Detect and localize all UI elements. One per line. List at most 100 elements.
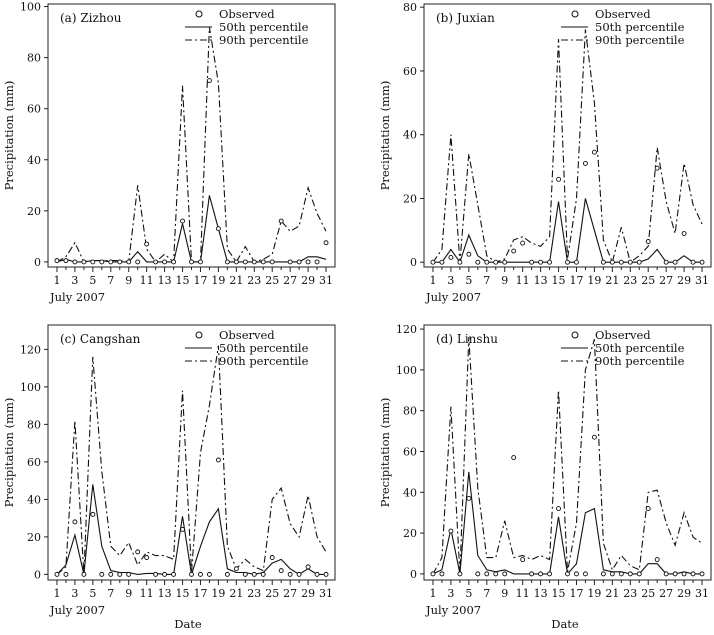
observed-point [484, 259, 490, 265]
x-tick-label: 21 [605, 587, 619, 600]
observed-point [287, 259, 293, 265]
observed-point [251, 571, 257, 577]
panel-title: (a) Zizhou [60, 11, 122, 25]
x-axis-month-label: July 2007 [49, 290, 105, 304]
observed-point [636, 259, 642, 265]
observed-point [198, 571, 203, 577]
x-tick-label: 9 [501, 587, 508, 600]
observed-point [430, 571, 436, 577]
x-tick-label: 29 [301, 274, 315, 287]
observed-point [206, 78, 212, 84]
legend-90th-label: 90th percentile [595, 33, 685, 47]
x-tick-label: 13 [534, 274, 548, 287]
observed-point [690, 259, 696, 265]
x-tick-label: 25 [641, 274, 655, 287]
observed-point [538, 571, 544, 577]
x-tick-label: 7 [483, 274, 490, 287]
x-tick-label: 25 [265, 274, 279, 287]
observed-point [466, 251, 472, 257]
x-tick-label: 27 [283, 274, 297, 287]
observed-point [538, 259, 544, 265]
x-tick-label: 3 [71, 274, 78, 287]
observed-point [591, 149, 597, 155]
observed-point [117, 259, 123, 265]
observed-point [180, 218, 185, 224]
observed-point [547, 571, 553, 577]
y-tick-label: 120 [396, 323, 417, 336]
observed-point [72, 259, 78, 265]
legend-observed-marker [571, 10, 579, 18]
y-axis-title: Precipitation (mm) [378, 398, 392, 508]
x-tick-label: 5 [89, 274, 96, 287]
x-tick-label: 21 [229, 587, 243, 600]
x-tick-label: 7 [483, 587, 490, 600]
observed-point [591, 434, 597, 440]
observed-point [117, 571, 123, 577]
observed-point [153, 571, 159, 577]
observed-point [63, 258, 69, 264]
x-tick-label: 11 [140, 587, 154, 600]
y-tick-label: 20 [403, 192, 417, 205]
y-tick-label: 120 [20, 343, 41, 356]
observed-point [180, 526, 185, 532]
legend-observed-label: Observed [219, 7, 275, 21]
observed-point [296, 259, 302, 265]
observed-point [502, 259, 508, 265]
x-tick-label: 5 [465, 587, 472, 600]
observed-point [126, 571, 132, 577]
y-tick-label: 60 [403, 445, 417, 458]
x-tick-label: 19 [587, 274, 601, 287]
observed-point [108, 571, 114, 577]
x-tick-label: 15 [552, 587, 566, 600]
x-tick-label: 13 [158, 274, 172, 287]
observed-point [636, 571, 642, 577]
observed-point [144, 241, 150, 247]
x-tick-label: 23 [623, 587, 637, 600]
x-tick-label: 31 [319, 274, 333, 287]
observed-point [296, 571, 302, 577]
observed-point [511, 455, 517, 461]
observed-point [162, 571, 168, 577]
observed-point [690, 571, 696, 577]
y-tick-label: 60 [27, 456, 41, 469]
observed-point [206, 571, 212, 577]
observed-point [457, 259, 463, 265]
observed-point [565, 259, 570, 265]
observed-point [439, 571, 445, 577]
observed-point [520, 240, 526, 246]
observed-point [90, 511, 96, 517]
observed-point [672, 259, 678, 265]
observed-point [475, 259, 481, 265]
y-tick-label: 80 [27, 418, 41, 431]
observed-point [135, 549, 141, 555]
observed-point [609, 259, 615, 265]
x-tick-label: 17 [569, 274, 583, 287]
observed-point [233, 566, 239, 572]
series-line-50th-percentile [56, 484, 326, 576]
observed-point [511, 248, 517, 254]
y-tick-label: 100 [20, 1, 41, 14]
y-tick-label: 40 [27, 493, 41, 506]
observed-point [502, 571, 508, 577]
legend-observed-label: Observed [595, 328, 651, 342]
observed-point [565, 571, 570, 577]
x-tick-label: 15 [176, 274, 190, 287]
observed-point [663, 571, 669, 577]
observed-point [269, 555, 275, 560]
legend-observed-marker [571, 331, 579, 339]
observed-point [430, 259, 436, 265]
observed-point [54, 258, 60, 264]
observed-point [242, 571, 248, 577]
x-tick-label: 1 [53, 274, 60, 287]
observed-point [144, 555, 150, 560]
x-tick-label: 27 [283, 587, 297, 600]
x-tick-label: 29 [301, 587, 315, 600]
x-tick-label: 9 [125, 587, 132, 600]
legend-90th-label: 90th percentile [595, 354, 685, 368]
y-axis-title: Precipitation (mm) [2, 81, 16, 191]
observed-point [260, 259, 266, 265]
observed-point [189, 259, 194, 265]
observed-point [99, 571, 105, 577]
x-tick-label: 9 [501, 274, 508, 287]
